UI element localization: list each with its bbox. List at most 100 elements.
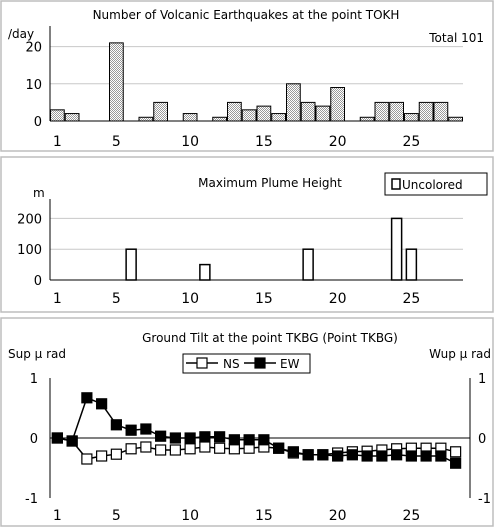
earthquake-x-tick-label: 20 bbox=[329, 134, 347, 150]
tilt-panel-frame bbox=[0, 317, 494, 527]
earthquake-x-tick-label: 15 bbox=[255, 134, 273, 150]
earthquake-bar bbox=[271, 113, 286, 122]
tilt-ew-point bbox=[450, 457, 462, 469]
tilt-right-y-label: Wup μ rad bbox=[429, 347, 491, 361]
tilt-ns-point bbox=[125, 443, 137, 455]
earthquake-bar bbox=[433, 101, 449, 122]
earthquake-x-tick-label: 10 bbox=[181, 134, 199, 150]
earthquake-bar bbox=[182, 113, 198, 122]
earthquake-bar bbox=[448, 116, 463, 122]
plume-y-tick-label: 100 bbox=[17, 243, 42, 258]
plume-x-ticks: 1 5 10 15 20 25 bbox=[53, 291, 420, 307]
tilt-ns-line bbox=[57, 437, 456, 460]
tilt-ns-point bbox=[169, 444, 181, 456]
plume-x-tick-label: 10 bbox=[181, 291, 199, 307]
tilt-x-tick-label: 15 bbox=[255, 508, 273, 524]
plume-y-tick-label: 0 bbox=[34, 274, 42, 289]
tilt-x-ticks: 1 5 10 15 20 25 bbox=[53, 508, 420, 524]
tilt-series bbox=[51, 392, 462, 469]
plume-y-ticks: 0 100 200 bbox=[17, 212, 42, 289]
tilt-legend-ew-label: EW bbox=[280, 357, 300, 371]
earthquake-bar bbox=[286, 83, 301, 122]
plume-legend-label: Uncolored bbox=[402, 178, 463, 192]
plume-bar bbox=[390, 217, 403, 281]
tilt-ew-point bbox=[317, 449, 329, 461]
plume-x-tick-label: 20 bbox=[329, 291, 347, 307]
earthquake-y-tick-label: 0 bbox=[34, 115, 42, 130]
plume-bar bbox=[125, 248, 137, 281]
plume-bar bbox=[302, 248, 314, 281]
earthquake-x-ticks: 1 5 10 15 20 25 bbox=[53, 134, 420, 150]
tilt-ew-point bbox=[228, 434, 240, 446]
tilt-ew-point bbox=[243, 434, 255, 446]
tilt-ew-point bbox=[332, 450, 344, 462]
tilt-ew-point bbox=[391, 449, 403, 461]
plume-y-unit: m bbox=[33, 186, 45, 200]
tilt-legend-ns-marker bbox=[196, 357, 208, 369]
earthquake-y-ticks: 0 10 20 bbox=[25, 41, 42, 130]
tilt-ew-point bbox=[169, 432, 181, 444]
earthquake-panel-frame bbox=[0, 0, 494, 152]
tilt-ew-point bbox=[287, 446, 299, 458]
tilt-ew-point bbox=[184, 432, 196, 444]
plume-panel: Maximum Plume Height m Uncolored 0100200… bbox=[0, 156, 494, 313]
tilt-ns-point bbox=[450, 446, 462, 458]
earthquake-panel: Number of Volcanic Earthquakes at the po… bbox=[0, 0, 494, 152]
earthquake-bar bbox=[227, 101, 242, 122]
tilt-x-tick-label: 5 bbox=[112, 508, 121, 524]
tilt-ew-point bbox=[214, 431, 226, 443]
earthquake-bar bbox=[315, 105, 331, 122]
tilt-legend: NS EW bbox=[182, 353, 311, 374]
tilt-right-y-tick-label: 0 bbox=[478, 432, 486, 447]
earthquake-x-tick-label: 1 bbox=[53, 134, 62, 150]
earthquake-bar bbox=[138, 116, 154, 122]
plume-x-tick-label: 25 bbox=[402, 291, 420, 307]
earthquake-y-unit: /day bbox=[8, 27, 34, 41]
plume-bar bbox=[199, 263, 211, 281]
tilt-ew-point bbox=[51, 432, 63, 444]
tilt-left-y-ticks: -1 0 1 bbox=[25, 372, 38, 507]
tilt-right-y-ticks: -1 0 1 bbox=[478, 372, 491, 507]
tilt-ew-point bbox=[258, 434, 270, 446]
plume-legend: Uncolored bbox=[384, 172, 488, 196]
tilt-ns-point bbox=[214, 442, 226, 454]
earthquake-y-tick-label: 20 bbox=[25, 41, 42, 56]
tilt-ew-point bbox=[435, 450, 447, 462]
earthquake-bar bbox=[64, 113, 80, 122]
earthquake-bar bbox=[212, 116, 227, 122]
tilt-ew-point bbox=[125, 424, 137, 436]
tilt-ew-point bbox=[199, 431, 211, 443]
earthquake-bars bbox=[50, 42, 463, 122]
tilt-x-tick-label: 10 bbox=[181, 508, 199, 524]
tilt-ew-point bbox=[110, 419, 122, 431]
earthquake-bar bbox=[330, 87, 345, 122]
tilt-left-y-label: Sup μ rad bbox=[8, 347, 66, 361]
tilt-ew-point bbox=[376, 450, 388, 462]
tilt-ns-point bbox=[81, 453, 93, 465]
tilt-ew-point bbox=[81, 392, 93, 404]
plume-x-tick-label: 5 bbox=[112, 291, 121, 307]
earthquake-bar bbox=[153, 101, 168, 122]
earthquake-bar bbox=[300, 101, 316, 122]
tilt-right-y-tick-label: 1 bbox=[478, 372, 486, 387]
tilt-ew-point bbox=[96, 398, 108, 410]
earthquake-bar bbox=[374, 101, 390, 122]
earthquake-bar bbox=[359, 116, 375, 122]
earthquake-bar bbox=[404, 113, 419, 122]
tilt-ns-point bbox=[110, 448, 122, 460]
tilt-ns-point bbox=[199, 441, 211, 453]
tilt-legend-ew-marker bbox=[254, 357, 266, 369]
tilt-ns-point bbox=[184, 443, 196, 455]
earthquake-total-annotation: Total 101 bbox=[428, 31, 484, 45]
tilt-ew-point bbox=[66, 435, 78, 447]
tilt-x-tick-label: 1 bbox=[53, 508, 62, 524]
tilt-x-tick-label: 20 bbox=[329, 508, 347, 524]
tilt-ew-point bbox=[302, 449, 314, 461]
plume-bar bbox=[405, 248, 418, 281]
earthquake-bar bbox=[50, 109, 65, 122]
tilt-x-tick-label: 25 bbox=[402, 508, 420, 524]
tilt-ns-point bbox=[96, 450, 108, 462]
tilt-panel: Ground Tilt at the point TKBG (Point TKB… bbox=[0, 317, 494, 527]
earthquake-y-tick-label: 10 bbox=[25, 78, 42, 93]
tilt-ew-point bbox=[420, 450, 432, 462]
